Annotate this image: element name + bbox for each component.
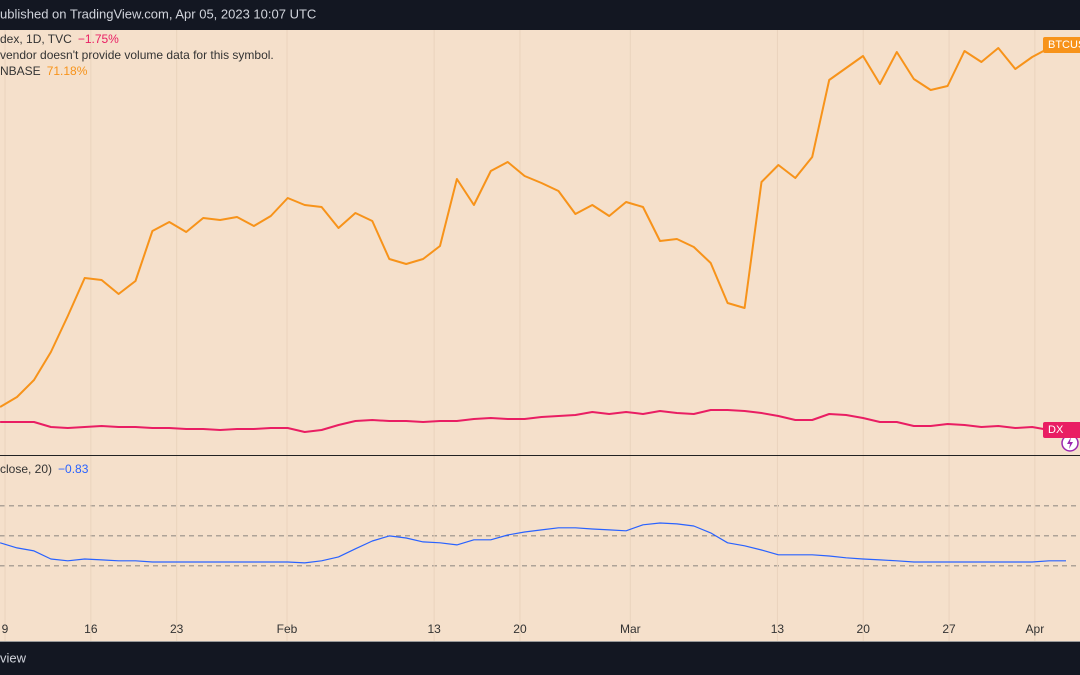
top-bar <box>0 0 1080 30</box>
x-tick-label: 20 <box>513 622 527 636</box>
series-line <box>0 44 1067 408</box>
x-tick-label: 27 <box>942 622 956 636</box>
price-tag <box>1043 37 1080 53</box>
series-line <box>0 522 1066 564</box>
alert-bolt <box>1067 437 1073 449</box>
x-tick-label: Feb <box>277 622 298 636</box>
indicator-title: close, 20) <box>0 462 52 476</box>
legend-text: dex, 1D, TVC <box>0 32 72 46</box>
x-tick-label: 13 <box>771 622 785 636</box>
legend-value: −1.75% <box>78 32 119 46</box>
x-tick-label: 9 <box>2 622 9 636</box>
bottom-bar <box>0 642 1080 675</box>
x-tick-label: 16 <box>84 622 98 636</box>
x-tick-label: 20 <box>857 622 871 636</box>
indicator-value: −0.83 <box>58 462 89 476</box>
price-tag-label: DX <box>1048 424 1064 436</box>
x-tick-label: Mar <box>620 622 641 636</box>
price-tag <box>1043 422 1080 438</box>
plot <box>0 44 1079 564</box>
series-line <box>0 409 1066 433</box>
legend-value: 71.18% <box>47 64 88 78</box>
legend-text: NBASE <box>0 64 41 78</box>
legend-text: vendor doesn't provide volume data for t… <box>0 48 274 62</box>
x-tick-label: 23 <box>170 622 184 636</box>
brand: view <box>0 650 27 665</box>
grid <box>0 0 1080 641</box>
x-tick-label: 13 <box>427 622 441 636</box>
price-tag-label: BTCUS <box>1048 39 1080 51</box>
publish-info: ublished on TradingView.com, Apr 05, 202… <box>0 6 316 21</box>
x-tick-label: Apr <box>1026 622 1045 636</box>
